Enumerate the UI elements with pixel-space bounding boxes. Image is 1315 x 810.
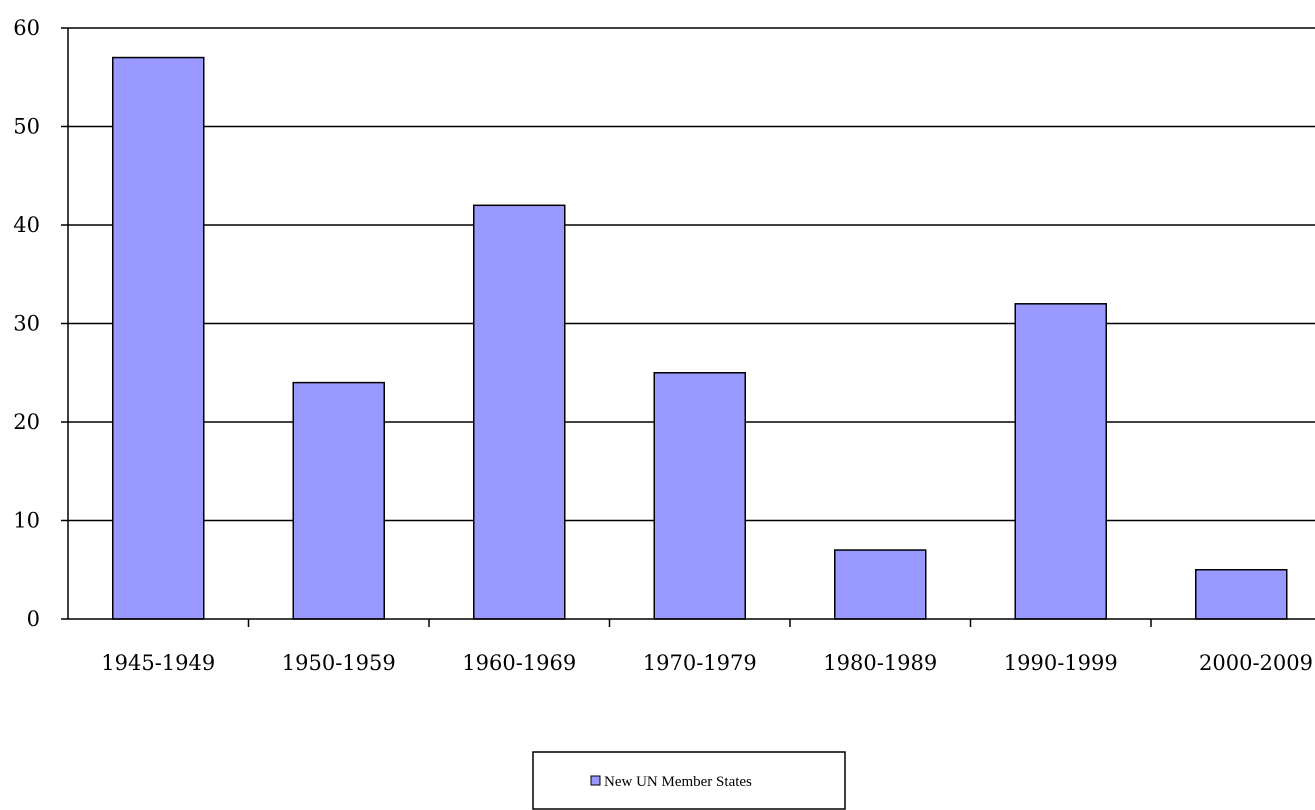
legend-box	[532, 751, 846, 810]
x-tick-label-1970-1979: 1970-1979	[643, 651, 757, 675]
y-tick-labels: 0 10 20 30 40 50 60	[13, 16, 40, 631]
bar-1980-1989	[834, 549, 927, 620]
y-tick-label-10: 10	[13, 509, 40, 533]
bars	[112, 56, 1288, 620]
bar-1970-1979	[653, 372, 746, 620]
y-tick-label-60: 60	[13, 16, 40, 40]
x-tick-label-1990-1999: 1990-1999	[1004, 651, 1118, 675]
bar-1990-1999	[1014, 303, 1107, 620]
legend-label-new-un-member-states: New UN Member States	[604, 774, 752, 790]
x-tick-label-1950-1959: 1950-1959	[282, 651, 396, 675]
x-tick-label-1980-1989: 1980-1989	[823, 651, 937, 675]
y-tick-label-30: 30	[13, 312, 40, 336]
legend-swatch-new-un-member-states	[590, 775, 601, 786]
gridlines	[68, 27, 1315, 522]
x-tick-label-1960-1969: 1960-1969	[462, 651, 576, 675]
x-tick-label-2000-2009: 2000-2009	[1199, 651, 1313, 675]
axes	[61, 27, 1315, 627]
bar-1950-1959	[292, 381, 385, 620]
y-tick-label-50: 50	[13, 115, 40, 139]
bar-1945-1949	[112, 56, 205, 620]
bar-1960-1969	[473, 204, 566, 620]
x-tick-label-1945-1949: 1945-1949	[101, 651, 215, 675]
y-tick-label-40: 40	[13, 213, 40, 237]
y-tick-label-0: 0	[27, 607, 40, 631]
x-tick-labels: 1945-1949 1950-1959 1960-1969 1970-1979 1980…	[101, 651, 1313, 675]
bar-2000-2009	[1195, 569, 1288, 620]
y-tick-label-20: 20	[13, 410, 40, 434]
legend: New UN Member States	[532, 751, 846, 810]
